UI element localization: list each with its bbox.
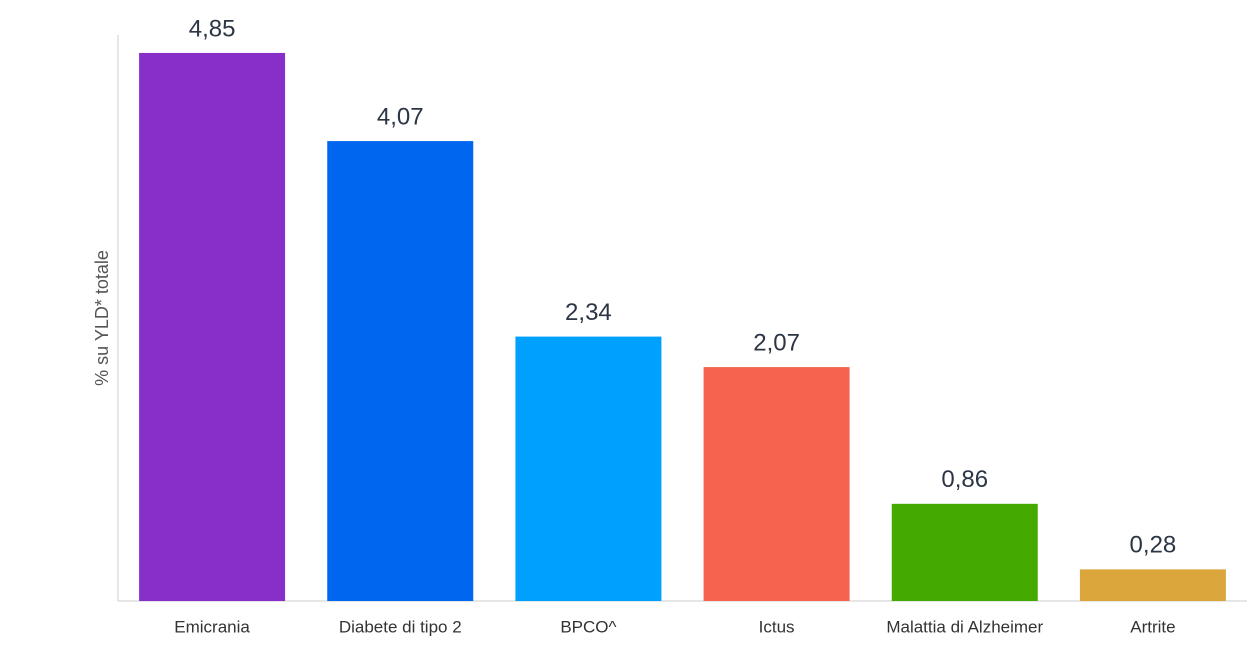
x-tick-label: Emicrania <box>174 617 250 636</box>
bar <box>891 503 1038 601</box>
value-label: 2,07 <box>753 329 800 356</box>
value-label: 0,28 <box>1130 532 1177 559</box>
x-tick-label: Artrite <box>1130 617 1175 636</box>
x-tick-label: BPCO^ <box>560 617 616 636</box>
x-tick-label: Diabete di tipo 2 <box>339 617 462 636</box>
bar <box>703 367 850 601</box>
y-axis-label: % su YLD* totale <box>92 250 112 386</box>
x-tick-label: Malattia di Alzheimer <box>886 617 1043 636</box>
bar <box>327 141 474 601</box>
value-label: 0,86 <box>941 466 988 493</box>
bar <box>1079 569 1226 601</box>
bar <box>515 336 662 601</box>
value-label: 4,07 <box>377 103 424 130</box>
value-label: 2,34 <box>565 299 612 326</box>
bar <box>139 52 286 601</box>
x-tick-label: Ictus <box>759 617 795 636</box>
value-label: 4,85 <box>189 15 236 42</box>
